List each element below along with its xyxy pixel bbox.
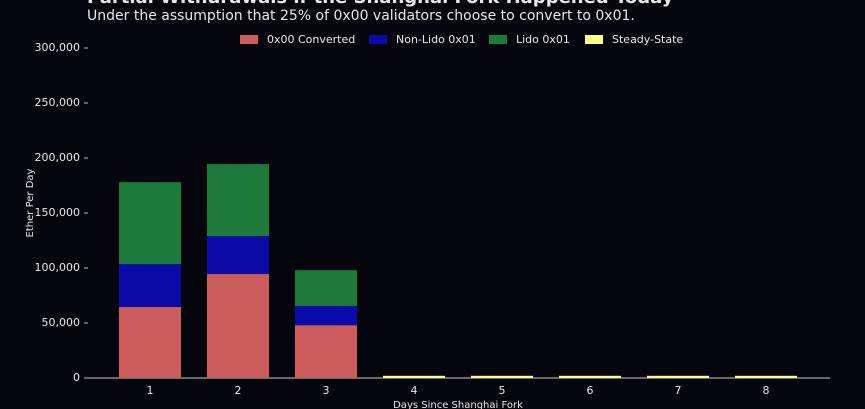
bar-segment [559, 375, 621, 378]
legend-swatch [240, 35, 258, 44]
bar-segment [119, 182, 181, 265]
bar-segment [647, 375, 709, 378]
legend-swatch [369, 35, 387, 44]
y-tick-label: 300,000 [35, 41, 81, 54]
chart-subtitle: Under the assumption that 25% of 0x00 va… [87, 8, 635, 24]
bar-segment [207, 274, 269, 378]
legend-label: 0x00 Converted [267, 33, 355, 46]
bar-segment [119, 307, 181, 378]
x-tick-label: 3 [323, 384, 330, 397]
x-tick-label: 5 [499, 384, 506, 397]
y-tick-label: 100,000 [35, 261, 81, 274]
chart-title: Partial Withdrawals if the Shanghai Fork… [87, 0, 674, 8]
y-tick-label: 0 [73, 371, 80, 384]
y-axis-label: Ether Per Day [25, 168, 36, 237]
bar-segment [207, 236, 269, 275]
x-tick-label: 8 [763, 384, 770, 397]
x-tick-label: 4 [411, 384, 418, 397]
bar-segment [295, 305, 357, 326]
legend-label: Lido 0x01 [516, 33, 570, 46]
x-tick-label: 1 [147, 384, 154, 397]
bar-segment [295, 325, 357, 378]
x-tick-label: 6 [587, 384, 594, 397]
y-tick-label: 50,000 [42, 316, 81, 329]
legend-label: Non-Lido 0x01 [396, 33, 476, 46]
legend-swatch [489, 35, 507, 44]
bar-segment [735, 375, 797, 378]
bar-segment [207, 164, 269, 237]
y-tick-label: 250,000 [35, 96, 81, 109]
y-tick-label: 150,000 [35, 206, 81, 219]
bar-segment [383, 375, 445, 378]
legend-swatch [585, 35, 603, 44]
y-tick-label: 200,000 [35, 151, 81, 164]
bar-segment [295, 270, 357, 306]
x-axis-label: Days Since Shanghai Fork [393, 400, 523, 409]
bar-segment [119, 264, 181, 308]
x-tick-label: 2 [235, 384, 242, 397]
legend-label: Steady-State [612, 33, 683, 46]
x-tick-label: 7 [675, 384, 682, 397]
bar-segment [471, 375, 533, 378]
